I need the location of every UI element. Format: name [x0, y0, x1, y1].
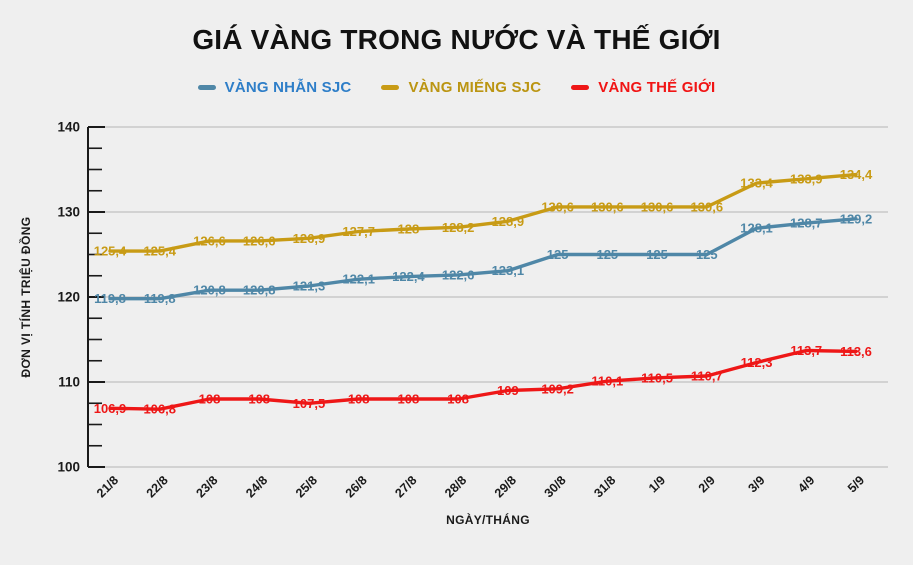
- y-axis-tick-label: 120: [57, 290, 80, 305]
- legend-item-vang-the-gioi: VÀNG THẾ GIỚI: [571, 79, 715, 96]
- data-point-label: 108: [447, 392, 469, 407]
- x-axis-tick-label: 21/8: [94, 473, 121, 500]
- data-point-label: 121,3: [293, 278, 326, 293]
- data-point-label: 108: [398, 392, 420, 407]
- x-axis-tick-label: 26/8: [343, 473, 370, 500]
- x-axis-tick-label: 2/9: [696, 473, 718, 495]
- x-axis-title: NGÀY/THÁNG: [446, 512, 530, 527]
- x-axis-tick-label: 30/8: [542, 473, 569, 500]
- data-point-label: 130,6: [691, 199, 724, 214]
- legend-label: VÀNG MIẾNG SJC: [408, 79, 542, 96]
- data-point-label: 108: [248, 392, 270, 407]
- data-point-label: 125,4: [94, 244, 127, 259]
- data-point-label: 123,1: [492, 263, 525, 278]
- data-point-label: 108: [199, 392, 221, 407]
- data-point-label: 125: [596, 247, 618, 262]
- x-axis-tick-label: 25/8: [293, 473, 320, 500]
- y-axis-tick-label: 130: [57, 205, 80, 220]
- data-point-label: 125: [696, 247, 718, 262]
- data-point-label: 112,3: [741, 355, 773, 370]
- data-point-label: 128,7: [790, 216, 823, 231]
- x-axis-tick-label: 4/9: [795, 473, 817, 495]
- y-axis-title: ĐƠN VỊ TÍNH TRIỆU ĐỒNG: [18, 216, 33, 377]
- chart-title: GIÁ VÀNG TRONG NƯỚC VÀ THẾ GIỚI: [192, 24, 721, 55]
- legend-label: VÀNG NHẪN SJC: [224, 79, 352, 96]
- data-point-label: 110,7: [691, 369, 723, 384]
- data-point-label: 107,5: [293, 396, 326, 411]
- data-point-label: 122,6: [442, 267, 475, 282]
- data-point-label: 126,6: [193, 233, 226, 248]
- data-point-label: 113,7: [790, 343, 822, 358]
- data-point-label: 126,9: [293, 231, 326, 246]
- y-axis-tick-label: 100: [57, 460, 80, 475]
- data-point-label: 129,2: [840, 211, 873, 226]
- data-point-label: 126,6: [243, 233, 276, 248]
- x-axis-tick-label: 1/9: [646, 473, 668, 495]
- data-point-label: 128: [398, 222, 420, 237]
- data-point-label: 122,4: [392, 269, 425, 284]
- data-point-label: 130,6: [541, 199, 574, 214]
- data-point-label: 128,9: [492, 214, 525, 229]
- data-point-label: 128,1: [740, 221, 773, 236]
- data-point-label: 106,8: [143, 402, 176, 417]
- data-point-label: 120,8: [193, 283, 226, 298]
- x-axis-tick-label: 27/8: [392, 473, 419, 500]
- data-point-label: 133,4: [740, 176, 773, 191]
- data-point-label: 109,2: [541, 381, 574, 396]
- data-point-label: 130,6: [591, 199, 624, 214]
- data-point-label: 125,4: [143, 244, 176, 259]
- y-axis-tick-label: 140: [57, 120, 80, 135]
- x-axis-tick-label: 24/8: [243, 473, 270, 500]
- data-point-label: 119,8: [144, 291, 176, 306]
- x-axis-tick-label: 22/8: [144, 473, 171, 500]
- data-point-label: 134,4: [840, 167, 873, 182]
- chart-legend: VÀNG NHẪN SJC VÀNG MIẾNG SJC VÀNG THẾ GI…: [0, 79, 913, 96]
- legend-item-vang-nhan-sjc: VÀNG NHẪN SJC: [197, 79, 352, 96]
- legend-label: VÀNG THẾ GIỚI: [598, 79, 716, 96]
- series-line: [108, 217, 858, 301]
- data-point-label: 119,8: [94, 291, 126, 306]
- x-axis-tick-label: 31/8: [591, 473, 618, 500]
- data-point-label: 113,6: [840, 344, 872, 359]
- data-point-label: 125: [547, 247, 569, 262]
- data-point-label: 110,5: [641, 370, 673, 385]
- data-point-label: 128,2: [442, 220, 475, 235]
- x-axis-tick-label: 23/8: [193, 473, 220, 500]
- data-point-label: 125: [646, 247, 668, 262]
- legend-item-vang-mieng-sjc: VÀNG MIẾNG SJC: [381, 79, 541, 96]
- x-axis-tick-label: 29/8: [492, 473, 519, 500]
- data-point-label: 109: [497, 383, 519, 398]
- series-line: [108, 172, 858, 253]
- x-axis-tick-label: 3/9: [745, 473, 767, 495]
- line-marker-icon: [197, 85, 216, 90]
- series-line: [108, 348, 858, 411]
- data-point-label: 110,1: [591, 374, 623, 389]
- line-marker-icon: [381, 85, 400, 90]
- line-marker-icon: [571, 85, 590, 90]
- data-point-label: 108: [348, 392, 370, 407]
- data-point-label: 122,1: [342, 272, 375, 287]
- data-point-label: 120,8: [243, 283, 276, 298]
- y-axis-tick-label: 110: [58, 375, 80, 390]
- data-point-label: 133,9: [790, 171, 823, 186]
- data-point-label: 127,7: [342, 224, 375, 239]
- data-point-label: 130,6: [641, 199, 674, 214]
- x-axis-tick-label: 5/9: [845, 473, 867, 495]
- x-axis-tick-label: 28/8: [442, 473, 469, 500]
- data-point-label: 106,9: [94, 401, 127, 416]
